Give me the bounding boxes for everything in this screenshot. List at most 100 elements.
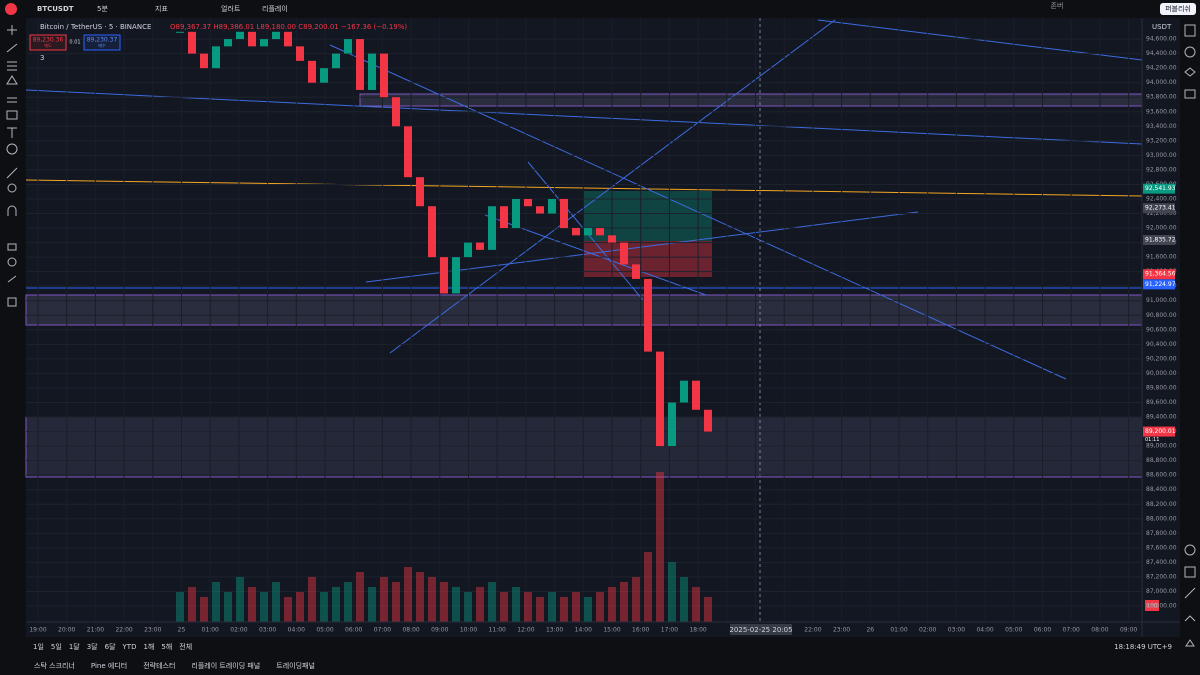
symbol[interactable]: BTCUSDT xyxy=(37,5,74,13)
volume-bar xyxy=(656,472,664,622)
top-toolbar xyxy=(0,0,1200,17)
currency[interactable]: USDT xyxy=(1152,23,1172,31)
y-tick-label: 94,400.00 xyxy=(1146,50,1177,57)
candle-body xyxy=(644,278,652,352)
bottom-tab[interactable]: 스탁 스크리너 xyxy=(34,661,75,670)
y-tick-label: 90,000.00 xyxy=(1146,370,1177,377)
candle-body xyxy=(368,53,376,90)
y-tick-label: 93,000.00 xyxy=(1146,152,1177,159)
buy-price[interactable]: 89,230.37 xyxy=(87,37,118,44)
volume-bar xyxy=(224,592,232,622)
volume-bar xyxy=(440,582,448,622)
bottom-tab[interactable]: 전략테스터 xyxy=(143,661,175,670)
replay[interactable]: 리플레이 xyxy=(262,4,288,13)
volume-bar xyxy=(320,592,328,622)
volume-bar xyxy=(500,592,508,622)
range-button[interactable]: 전체 xyxy=(179,642,192,651)
volume-bar xyxy=(344,582,352,622)
clock: 18:18:49 UTC+9 xyxy=(1114,643,1172,651)
candle-body xyxy=(428,206,436,258)
x-tick-label: 02:00 xyxy=(230,627,247,634)
price-tag-label: 92,273.41 xyxy=(1145,205,1176,212)
candle-body xyxy=(524,198,532,207)
volume-bar xyxy=(404,567,412,622)
x-tick-label: 23:00 xyxy=(144,627,161,634)
x-tick-label: 11:00 xyxy=(489,627,506,634)
volume-bar xyxy=(428,577,436,622)
price-tag-label: 92,541.93 xyxy=(1145,185,1176,192)
candle-body xyxy=(500,206,508,229)
range-button[interactable]: 1달 xyxy=(69,643,80,651)
range-button[interactable]: 5해 xyxy=(161,642,172,651)
y-tick-label: 87,200.00 xyxy=(1146,573,1177,580)
candle-body xyxy=(248,31,256,47)
x-tick-label: 21:00 xyxy=(87,627,104,634)
publish-button[interactable] xyxy=(1160,3,1196,15)
candle-body xyxy=(452,257,460,294)
collapsed-count[interactable]: 3 xyxy=(40,54,44,62)
range-button[interactable]: 1일 xyxy=(33,642,44,651)
y-tick-label: 93,200.00 xyxy=(1146,137,1177,144)
candle-body xyxy=(560,198,568,229)
indicators[interactable]: 지표 xyxy=(155,4,168,13)
candle-body xyxy=(536,206,544,214)
candle-body xyxy=(620,242,628,265)
sell-price[interactable]: 89,230.36 xyxy=(33,37,64,44)
buy-box[interactable] xyxy=(83,34,121,51)
range-button[interactable]: YTD xyxy=(122,643,137,651)
x-tick-label: 03:00 xyxy=(259,627,276,634)
x-tick-label: 08:00 xyxy=(402,627,419,634)
y-tick-label: 92,200.00 xyxy=(1146,210,1177,217)
y-tick-label: 88,400.00 xyxy=(1146,486,1177,493)
volume-bar xyxy=(380,577,388,622)
volume-bar xyxy=(644,552,652,622)
y-tick-label: 87,600.00 xyxy=(1146,544,1177,551)
range-button[interactable]: 5일 xyxy=(51,642,62,651)
candle-body xyxy=(656,351,664,447)
candle-body xyxy=(584,228,592,236)
bottom-tab[interactable]: 트레이딩패널 xyxy=(276,661,315,670)
bottom-tab[interactable]: 리플레이 트레이딩 패널 xyxy=(191,661,260,670)
volume-tag xyxy=(1145,600,1159,611)
y-tick-label: 89,800.00 xyxy=(1146,384,1177,391)
buy-label[interactable]: 매수 xyxy=(98,42,106,48)
y-tick-label: 90,200.00 xyxy=(1146,355,1177,362)
range-button[interactable]: 1해 xyxy=(143,642,154,651)
account[interactable]: 존버 xyxy=(1051,1,1064,10)
y-tick-label: 94,600.00 xyxy=(1146,36,1177,43)
range-button[interactable]: 3달 xyxy=(87,643,98,651)
volume-bar xyxy=(596,592,604,622)
candle-body xyxy=(392,97,400,127)
volume-bar xyxy=(476,587,484,622)
candle-body xyxy=(212,46,220,69)
y-tick-label: 92,400.00 xyxy=(1146,195,1177,202)
volume-bar xyxy=(272,582,280,622)
range-button[interactable]: 6달 xyxy=(105,643,116,651)
alerts[interactable]: 얼러트 xyxy=(221,4,241,13)
volume-bar xyxy=(332,587,340,622)
publish[interactable]: 퍼블리쉬 xyxy=(1165,4,1191,13)
x-tick-label: 04:00 xyxy=(288,627,305,634)
candle-body xyxy=(344,39,352,54)
volume-bar xyxy=(356,572,364,622)
x-tick-label: 14:00 xyxy=(575,627,592,634)
y-tick-label: 89,600.00 xyxy=(1146,399,1177,406)
volume-bar xyxy=(176,592,184,622)
price-tag xyxy=(1143,183,1175,194)
avatar[interactable] xyxy=(5,3,17,15)
sell-box[interactable] xyxy=(29,34,67,51)
x-tick-label: 16:00 xyxy=(632,627,649,634)
y-tick-label: 87,800.00 xyxy=(1146,530,1177,537)
price-tag-label: 91,224.97 xyxy=(1145,281,1176,288)
right-sidebar xyxy=(1181,17,1200,657)
sell-label[interactable]: 매도 xyxy=(44,42,52,48)
spread: 0.01 xyxy=(69,40,80,46)
volume-bar xyxy=(584,597,592,622)
y-tick-label: 90,800.00 xyxy=(1146,312,1177,319)
crosshair-tag xyxy=(730,624,792,635)
bottom-tab[interactable]: Pine 에디터 xyxy=(91,661,127,670)
tool-icons[interactable] xyxy=(6,25,18,307)
price-tag xyxy=(1143,203,1175,214)
interval[interactable]: 5분 xyxy=(97,5,108,13)
volume-bar xyxy=(608,587,616,622)
